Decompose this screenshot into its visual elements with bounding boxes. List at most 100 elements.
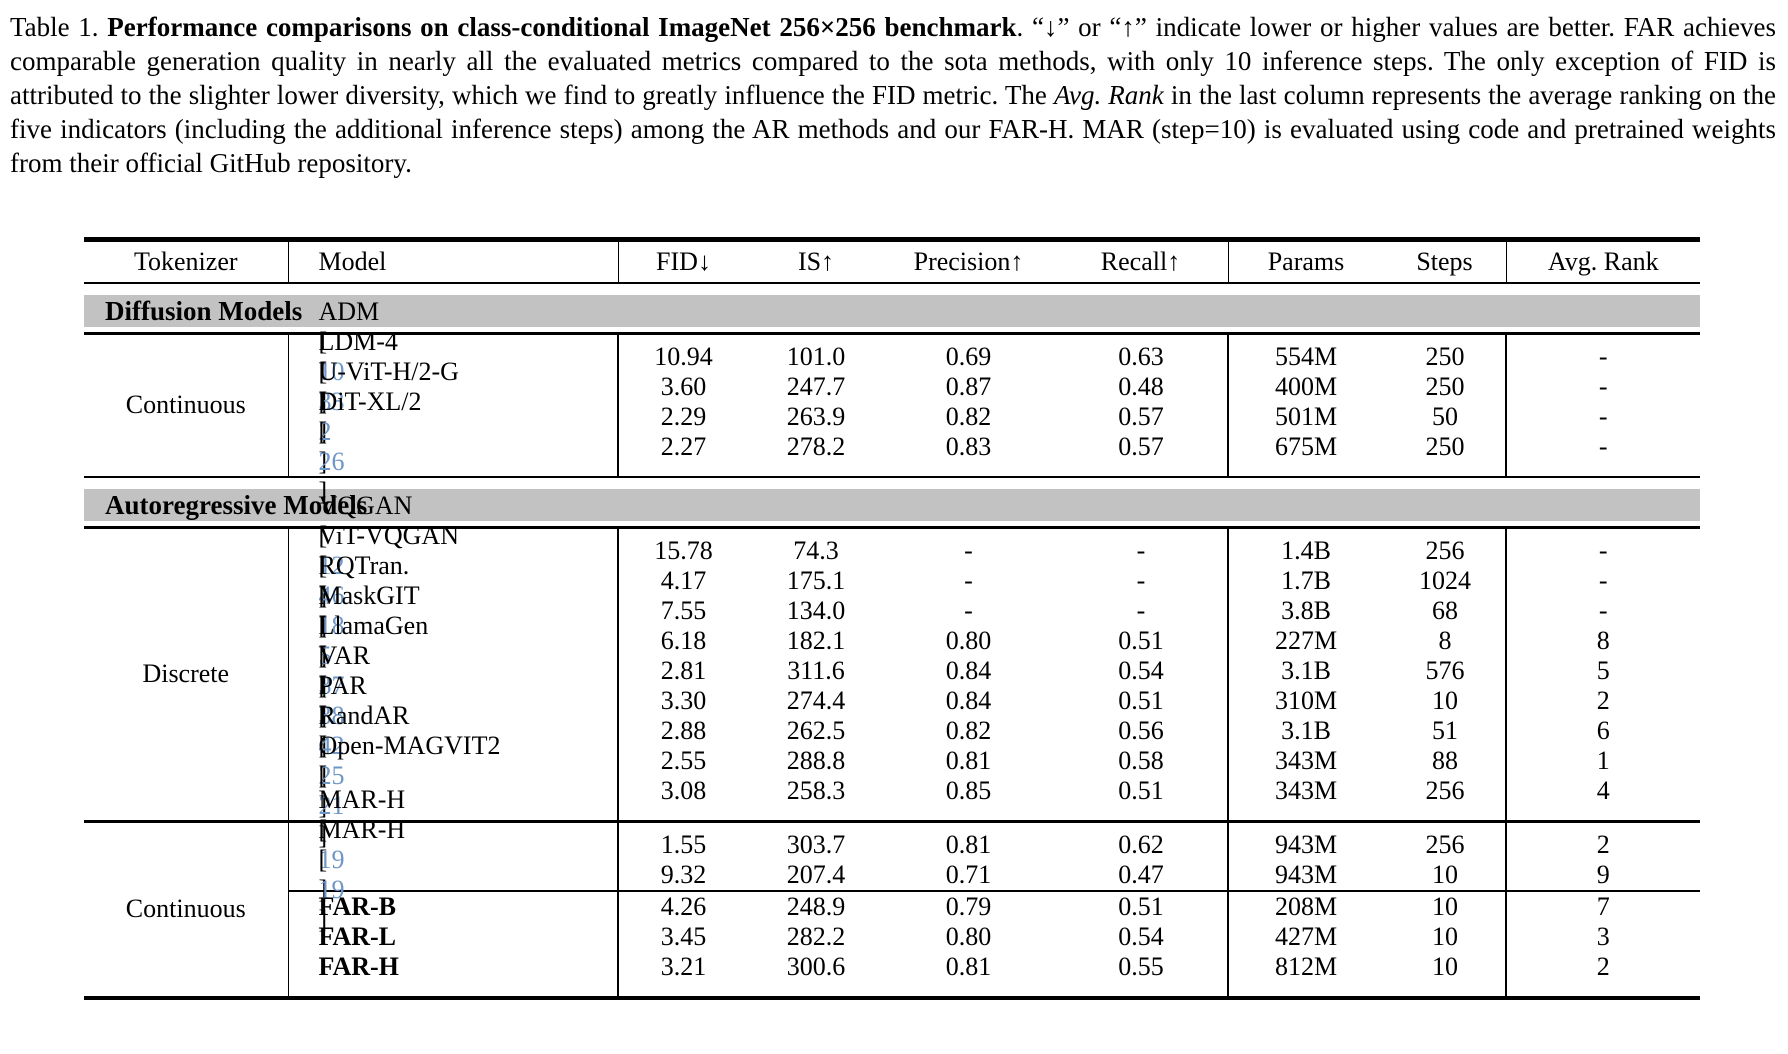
citation-ref[interactable]: 37 [318,670,345,700]
params-value: 343M [1274,745,1338,775]
citation-ref[interactable]: 18 [318,610,345,640]
avg-rank-value: - [1598,341,1608,371]
fid-value: 4.26 [660,891,707,921]
recall-value: - [1136,565,1146,595]
fid-value: 3.21 [660,951,707,981]
recall-value: 0.63 [1118,341,1164,371]
precision-value: - [964,595,973,625]
column-divider [617,822,619,996]
avg-rank-value: 8 [1596,625,1610,655]
citation-ref[interactable]: 38 [318,700,345,730]
citation-ref[interactable]: 46 [318,580,345,610]
is-value: 278.2 [786,431,846,461]
model-name: ViT-VQGAN [318,520,459,550]
caption-title: Performance comparisons on class-conditi… [107,12,1017,42]
avg-rank-value: 6 [1596,715,1610,745]
caption-body-1: . “↓” or “↑” indicate lower or higher va… [10,12,1776,110]
header-precision: Precision↑ [913,246,1024,276]
recall-value: 0.48 [1118,371,1164,401]
citation-ref[interactable]: 5 [318,640,332,670]
citation-ref[interactable]: 10 [318,356,345,386]
table-row: FAR-H 3.21 300.6 0.81 0.55 812M 10 2 [289,952,1701,982]
model-cell: PAR [42] [289,671,619,791]
steps-value: 256 [1425,775,1465,805]
fid-value: 2.29 [660,401,707,431]
table-row: PAR [42] 2.88 262.5 0.82 0.56 3.1B 51 6 [289,671,1701,790]
fid-value: 3.60 [660,371,707,401]
recall-value: 0.54 [1118,921,1164,951]
rows-block: ADM [10] 10.94 101.0 0.69 0.63 554M 250- LDM-4 … [289,297,1701,506]
tokenizer-group: Continuous ADM [10] 10.94 101.0 0.69 0.63 554M… [84,297,1701,506]
fid-value: 6.18 [660,625,707,655]
is-value: 262.5 [786,715,846,745]
recall-value: 0.51 [1118,685,1164,715]
avg-rank-value: 7 [1596,891,1610,921]
citation-ref[interactable]: 25 [318,760,345,790]
params-value: 208M [1274,891,1338,921]
model-cell: U-ViT-H/2-G [2] [289,357,619,477]
model-name: LDM-4 [318,326,398,356]
citation-ref[interactable]: 19 [318,874,345,904]
column-divider [617,528,619,820]
recall-value: 0.51 [1118,625,1164,655]
is-value: 300.6 [786,951,846,981]
model-name: FAR-B [318,891,397,921]
citation-ref[interactable]: 19 [318,844,345,874]
model-cell: FAR-L [289,922,619,952]
recall-value: 0.62 [1118,829,1164,859]
avg-rank-value: 9 [1596,859,1610,889]
precision-value: 0.87 [945,371,992,401]
avg-rank-value: - [1598,565,1608,595]
params-value: 1.4B [1281,535,1331,565]
table-row: Open-MAGVIT2 [21] 3.08 258.3 0.85 0.51 343M 25… [289,731,1701,850]
avg-rank-value: 4 [1596,775,1610,805]
is-value: 74.3 [793,535,839,565]
steps-value: 10 [1432,891,1458,921]
caption-body-2: in the last column represents the averag… [10,80,1776,178]
is-value: 182.1 [786,625,846,655]
citation-ref[interactable]: 42 [318,730,345,760]
model-cell: RQTran. [18] [289,551,619,671]
is-value: 274.4 [786,685,846,715]
header-fid: FID↓ [656,246,711,276]
column-divider [1227,528,1229,820]
fid-value: 2.88 [660,715,707,745]
fid-value: 3.30 [660,685,707,715]
citation-ref[interactable]: 26 [318,446,345,476]
model-cell: FAR-H [289,952,619,982]
column-divider [617,334,619,476]
table-row: LlamaGen [37] 2.81 311.6 0.84 0.54 3.1B 576 5 [289,611,1701,730]
header-steps: Steps [1384,241,1507,282]
fid-value: 7.55 [660,595,707,625]
table-row: U-ViT-H/2-G [2] 2.29 263.9 0.82 0.57 501M 50 - [289,357,1701,476]
recall-value: 0.57 [1118,431,1164,461]
group-bottom-rule [84,475,1700,478]
precision-value: 0.81 [945,951,992,981]
recall-value: 0.47 [1118,859,1164,889]
precision-value: 0.84 [945,655,992,685]
model-name: PAR [318,670,367,700]
table-caption: Table 1. Performance comparisons on clas… [0,0,1788,180]
citation-ref[interactable]: 12 [318,550,345,580]
benchmark-table: Tokenizer Model FID↓ IS↑ Precision↑ Reca… [84,237,1700,1000]
citation-ref[interactable]: 21 [318,790,345,820]
table-row: DiT-XL/2 [26] 2.27 278.2 0.83 0.57 675M 250- [289,387,1701,506]
precision-value: 0.80 [945,921,992,951]
table-row: RQTran. [18] 7.55 134.0- -3.8B 68- [289,551,1701,670]
table-row: ViT-VQGAN [46] 4.17 175.1- -1.7B 1024- [289,521,1701,640]
model-name: DiT-XL/2 [318,386,422,416]
avg-rank-value: 2 [1596,951,1610,981]
model-name: MAR-H [318,784,406,814]
fid-value: 15.78 [654,535,713,565]
precision-value: 0.81 [945,829,992,859]
params-value: 3.1B [1281,715,1331,745]
is-value: 288.8 [786,745,846,775]
model-name: RQTran. [318,550,410,580]
fid-value: 10.94 [654,341,713,371]
is-value: 258.3 [786,775,846,805]
citation-ref[interactable]: 33 [318,386,345,416]
fid-value: 9.32 [660,859,707,889]
model-name: FAR-H [318,951,399,981]
is-value: 134.0 [786,595,846,625]
citation-ref[interactable]: 2 [318,416,332,446]
